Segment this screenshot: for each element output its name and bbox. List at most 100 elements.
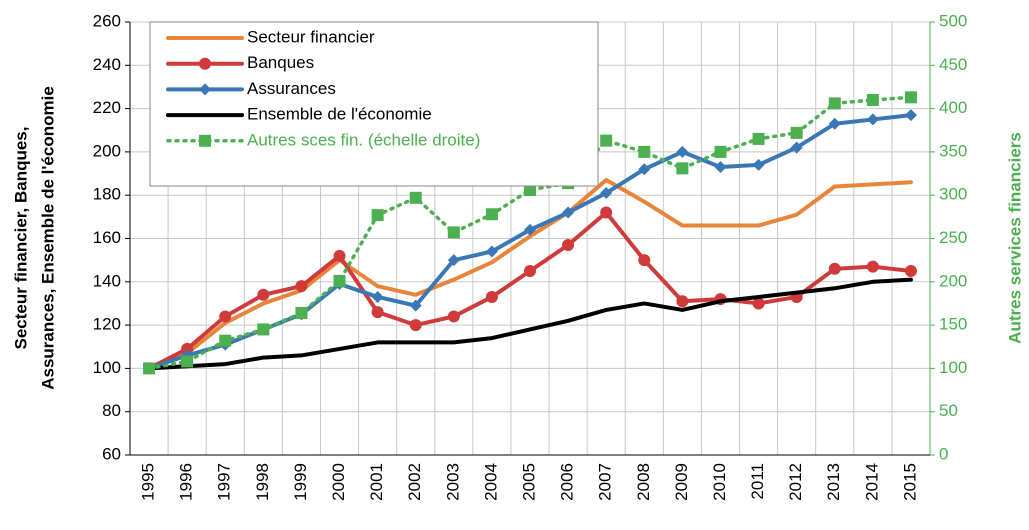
marker	[600, 206, 613, 219]
marker	[866, 113, 879, 126]
marker	[371, 290, 384, 303]
y2-axis-title: Autres services financiers	[1005, 132, 1024, 344]
x-tick-label: 2015	[900, 463, 919, 501]
y-tick-label: 80	[102, 401, 121, 420]
x-tick-label: 2004	[481, 463, 500, 501]
x-tick-label: 2009	[672, 463, 691, 501]
marker	[904, 109, 917, 122]
marker	[676, 145, 689, 158]
marker	[866, 260, 879, 273]
legend-label: Ensemble de l'économie	[247, 105, 432, 124]
x-tick-label: 2010	[710, 463, 729, 501]
marker	[638, 254, 651, 267]
marker	[181, 355, 194, 368]
legend-marker	[199, 57, 211, 70]
legend-label: Secteur financier	[247, 27, 375, 46]
legend-label: Autres sces fin. (échelle droite)	[247, 130, 480, 149]
y-tick-label: 260	[93, 11, 121, 30]
marker	[409, 319, 422, 332]
x-tick-label: 1999	[291, 463, 310, 501]
marker	[676, 295, 689, 308]
x-tick-label: 2002	[405, 463, 424, 501]
x-tick-label: 2000	[329, 463, 348, 501]
y2-tick-label: 50	[939, 401, 958, 420]
x-tick-label: 2011	[748, 463, 767, 500]
series-line	[147, 178, 913, 371]
y-axis-title: Secteur financier, Banques,	[11, 127, 30, 350]
marker	[181, 342, 194, 355]
y-tick-label: 100	[93, 358, 121, 377]
x-tick-label: 2012	[786, 463, 805, 501]
y2-tick-label: 350	[939, 141, 967, 160]
marker	[600, 134, 613, 147]
marker	[333, 249, 346, 262]
x-tick-label: 1995	[139, 463, 158, 501]
marker	[447, 254, 460, 267]
marker	[866, 93, 879, 106]
x-tick-label: 2007	[596, 463, 615, 501]
marker	[790, 126, 803, 139]
legend-marker	[199, 134, 211, 147]
marker	[333, 274, 346, 287]
marker	[562, 238, 575, 251]
x-tick-label: 2013	[824, 463, 843, 501]
legend-marker	[199, 83, 211, 96]
marker	[828, 97, 841, 110]
x-tick-label: 1998	[253, 463, 272, 501]
marker	[752, 158, 765, 171]
marker	[676, 162, 689, 175]
marker	[638, 163, 651, 176]
marker	[752, 132, 765, 145]
marker	[257, 288, 270, 301]
marker	[219, 334, 232, 347]
y2-tick-label: 200	[939, 271, 967, 290]
marker	[485, 290, 498, 303]
marker	[409, 299, 422, 312]
y-tick-label: 220	[93, 98, 121, 117]
x-tick-label: 2001	[367, 463, 386, 501]
x-tick-label: 2008	[634, 463, 653, 501]
x-tick-label: 2006	[558, 463, 577, 501]
marker	[447, 310, 460, 323]
marker	[714, 161, 727, 174]
y-tick-label: 120	[93, 315, 121, 334]
marker	[371, 209, 384, 222]
marker	[904, 264, 917, 277]
y-axis-title: Assurances, Ensemble de l'économie	[38, 86, 57, 390]
marker	[638, 145, 651, 158]
y2-tick-label: 250	[939, 228, 967, 247]
marker	[524, 264, 536, 277]
marker	[219, 310, 232, 323]
y2-tick-label: 0	[939, 444, 948, 463]
marker	[600, 187, 613, 200]
legend: Secteur financier Banques Assurances Ensemb…	[149, 21, 599, 187]
y-tick-label: 60	[102, 444, 121, 463]
series-line	[147, 95, 913, 371]
x-tick-label: 1997	[215, 463, 234, 501]
marker	[485, 245, 498, 258]
series-line	[147, 277, 913, 371]
legend-label: Banques	[247, 53, 314, 72]
marker	[295, 306, 308, 319]
y-tick-label: 140	[93, 271, 121, 290]
marker	[714, 145, 727, 158]
marker	[562, 206, 575, 219]
marker	[828, 117, 841, 130]
y2-tick-label: 400	[939, 98, 967, 117]
marker	[790, 141, 803, 154]
marker	[524, 223, 536, 236]
marker	[143, 362, 156, 375]
marker	[257, 323, 270, 336]
x-tick-label: 2005	[519, 463, 538, 501]
legend-label: Assurances	[247, 79, 336, 98]
y-tick-label: 200	[93, 141, 121, 160]
marker	[371, 306, 384, 319]
y2-tick-label: 100	[939, 358, 967, 377]
marker	[828, 262, 841, 275]
marker	[447, 226, 460, 239]
marker	[295, 280, 308, 293]
legend-box	[149, 21, 599, 187]
y-tick-label: 180	[93, 185, 121, 204]
y2-tick-label: 300	[939, 185, 967, 204]
